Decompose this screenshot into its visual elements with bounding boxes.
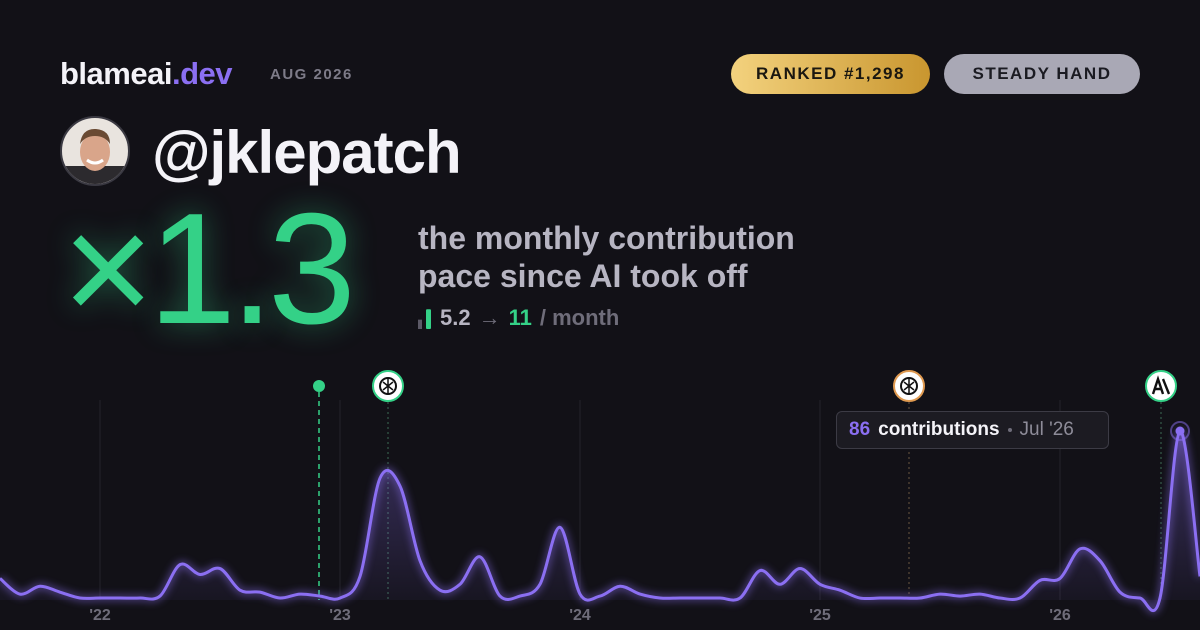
tooltip-value: 86 xyxy=(849,419,871,440)
peak-ring xyxy=(1170,421,1190,442)
date: AUG 2026 xyxy=(270,66,353,83)
after-bar xyxy=(426,309,431,329)
event-dot xyxy=(313,380,325,392)
x-tick-label: '26 xyxy=(1049,607,1071,624)
brand-suffix: .dev xyxy=(171,56,233,91)
x-tick-label: '25 xyxy=(809,607,831,624)
tooltip-text: contributions xyxy=(878,419,1000,440)
tooltip: 86 contributions Jul '26 xyxy=(836,411,1109,449)
avatar xyxy=(60,116,130,186)
description: pace since AI took off xyxy=(418,258,748,294)
handle: @jklepatch xyxy=(152,119,462,186)
multiplier: ×1.3 xyxy=(62,181,356,357)
brand: blameai.dev xyxy=(60,56,232,92)
arrow: → xyxy=(478,305,501,330)
chart: '22 '23 '24 '25 '26 xyxy=(0,370,1200,624)
rank-badge: RANKED #1,298 xyxy=(731,54,930,94)
openai-icon xyxy=(372,370,404,402)
x-tick-label: '22 xyxy=(89,607,111,624)
separator xyxy=(1007,428,1012,432)
before-value: 5.2 xyxy=(440,305,471,330)
unit: / month xyxy=(539,305,620,330)
area xyxy=(0,430,1200,611)
after-value: 11 xyxy=(508,305,532,330)
events xyxy=(313,370,1177,600)
x-tick-label: '23 xyxy=(329,607,351,624)
tooltip-date: Jul '26 xyxy=(1019,419,1074,440)
x-tick-label: '24 xyxy=(569,607,591,624)
grid: '22 '23 '24 '25 '26 xyxy=(89,400,1071,624)
style-badge: STEADY HAND xyxy=(944,54,1140,94)
peak-point xyxy=(1175,426,1185,436)
before-bar xyxy=(418,319,422,329)
openai-icon xyxy=(893,370,925,402)
anthropic-icon xyxy=(1145,370,1177,402)
plot xyxy=(0,421,1200,614)
description: the monthly contribution xyxy=(418,220,795,256)
pace-stats: 5.2 → 11 / month xyxy=(418,305,619,331)
pace-icon xyxy=(418,309,431,329)
line xyxy=(0,429,1200,613)
brand-name: blameai xyxy=(60,56,172,91)
